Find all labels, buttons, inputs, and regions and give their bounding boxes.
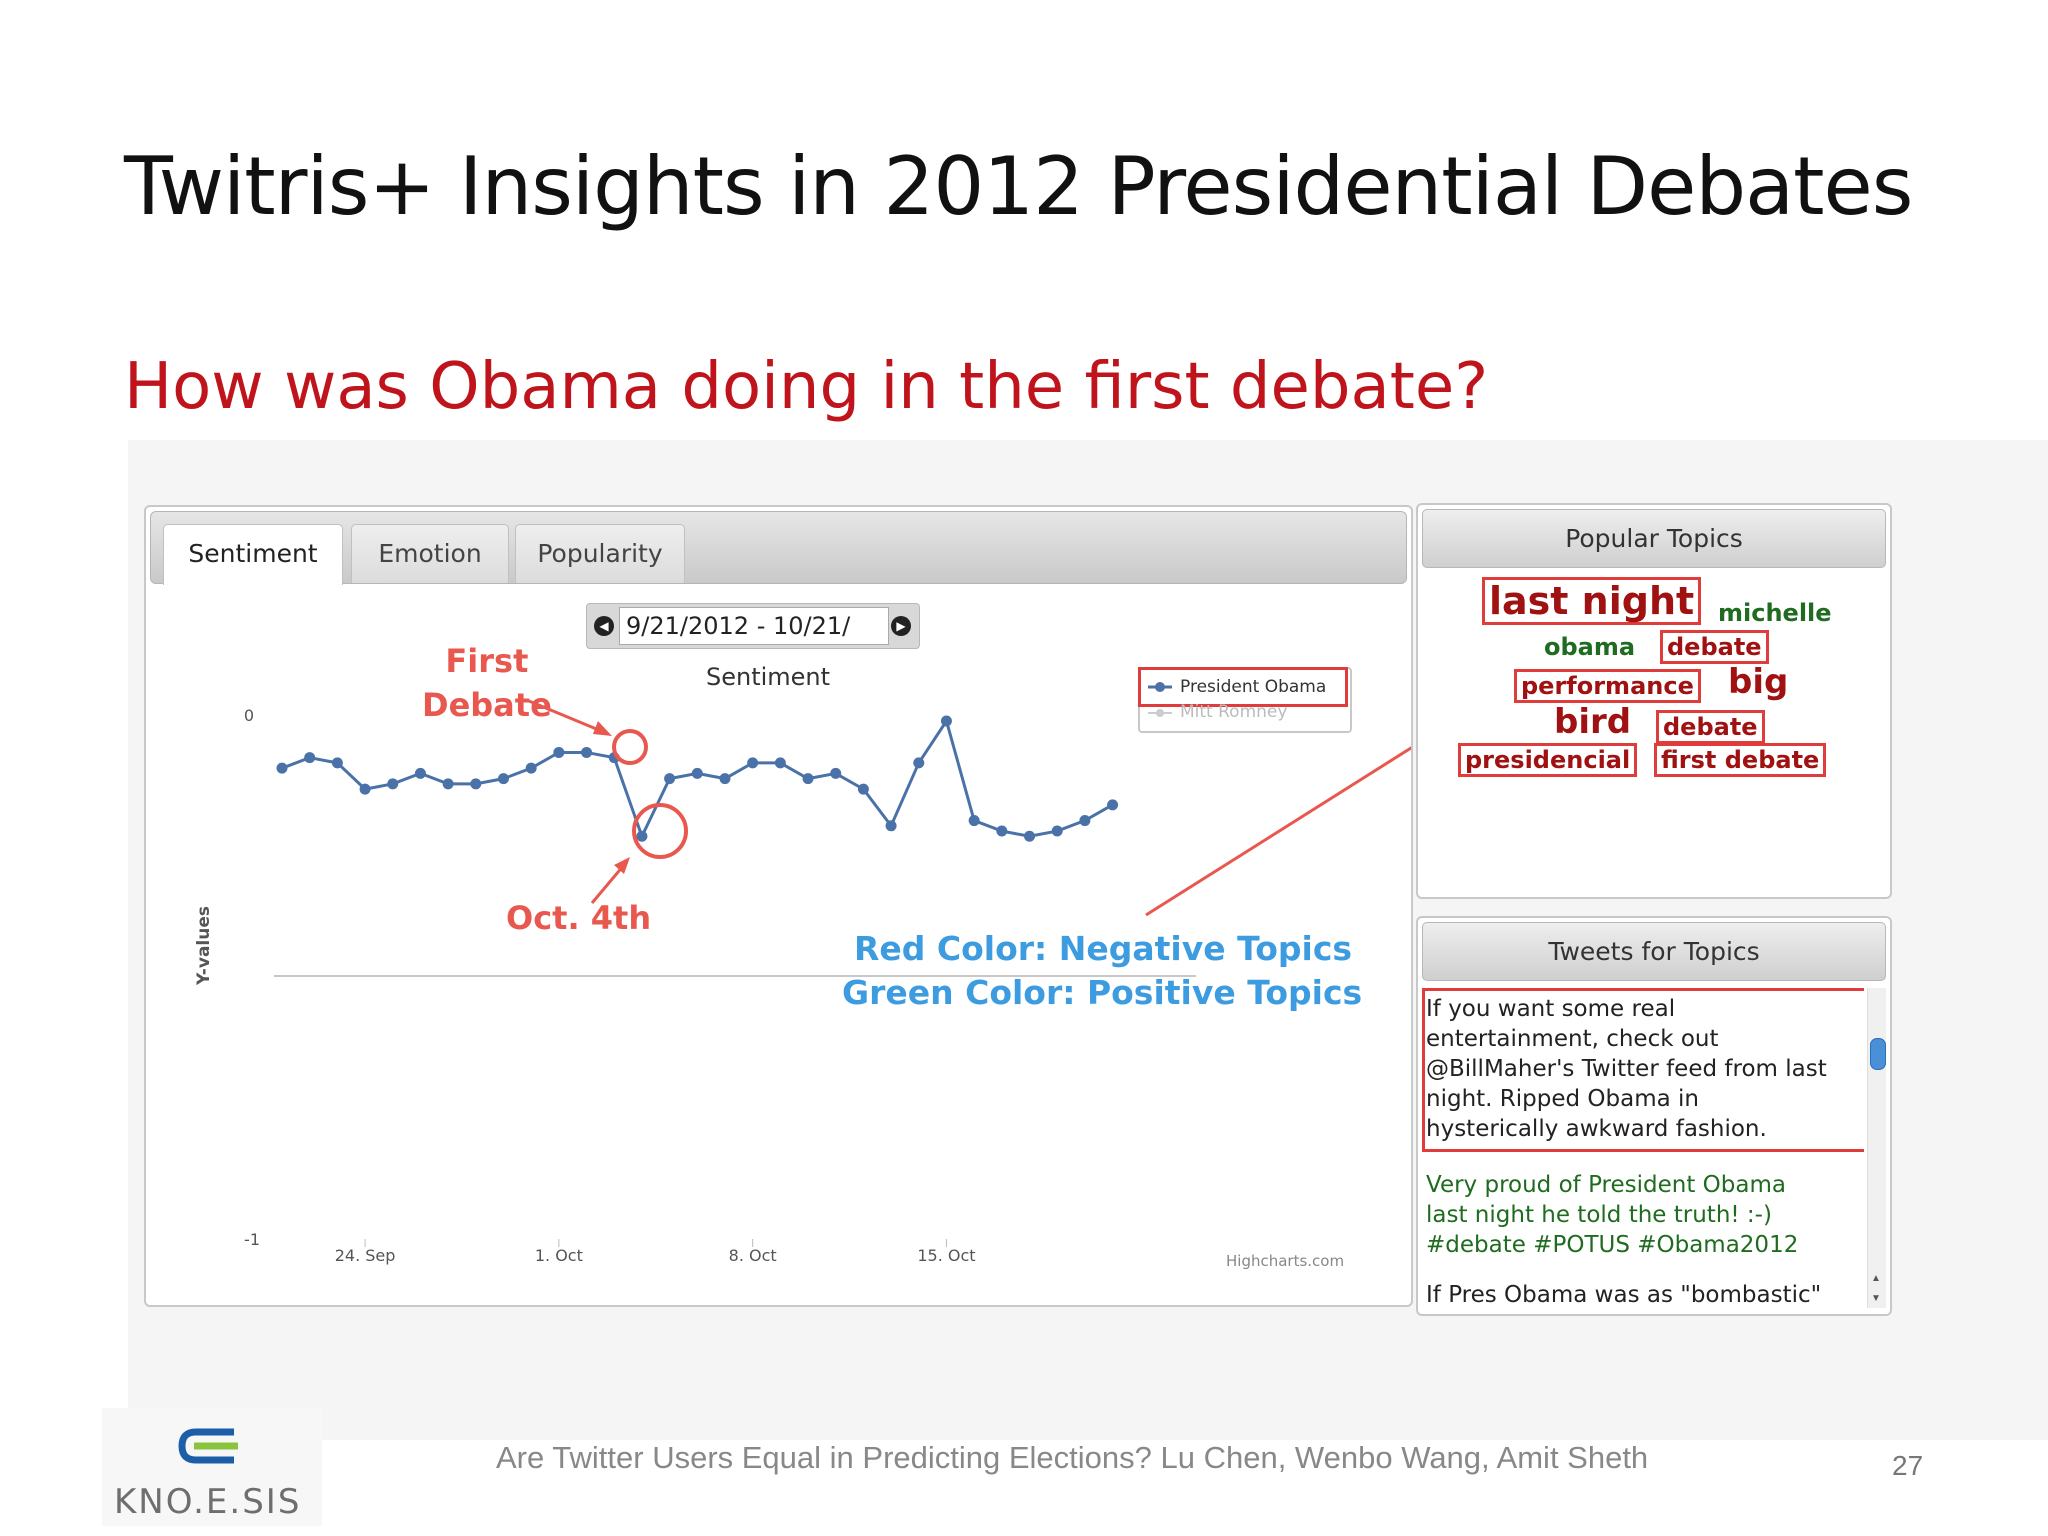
data-point <box>553 746 565 758</box>
data-point <box>636 830 648 842</box>
topic-last-night[interactable]: last night <box>1482 577 1702 625</box>
tweet-item[interactable]: If you want some real entertainment, che… <box>1426 996 1827 1142</box>
data-point <box>497 773 509 785</box>
topic-performance[interactable]: performance <box>1514 669 1701 703</box>
tweet-item[interactable]: Very proud of President Obama last night… <box>1426 1172 1799 1258</box>
tab-emotion[interactable]: Emotion <box>351 524 509 583</box>
date-range-navigator: ◀ 9/21/2012 - 10/21/ ▶ <box>586 603 920 649</box>
tweet-list[interactable]: If you want some real entertainment, che… <box>1422 988 1864 1310</box>
footer-citation: Are Twitter Users Equal in Predicting El… <box>496 1440 1649 1475</box>
x-tick-label: 8. Oct <box>729 1246 777 1265</box>
popular-topics-header: Popular Topics <box>1422 509 1886 568</box>
data-point <box>525 762 537 774</box>
highcharts-credit[interactable]: Highcharts.com <box>1226 1252 1345 1270</box>
scrollbar-thumb[interactable] <box>1870 1038 1886 1070</box>
y-tick-label: 0 <box>244 706 254 725</box>
data-point <box>885 820 897 832</box>
data-point <box>359 783 371 795</box>
next-arrow-icon[interactable]: ▶ <box>891 616 911 636</box>
oct4-arrowhead <box>614 857 630 874</box>
data-point <box>387 778 399 790</box>
data-point <box>1051 825 1063 837</box>
slide-subtitle: How was Obama doing in the first debate? <box>124 350 1489 424</box>
data-point <box>691 767 703 779</box>
topic-debate-2[interactable]: debate <box>1656 710 1765 744</box>
topic-obama[interactable]: obama <box>1544 633 1636 661</box>
data-point <box>442 778 454 790</box>
tab-sentiment[interactable]: Sentiment <box>163 524 343 585</box>
legend-item-president-obama[interactable]: President Obama <box>1180 677 1327 697</box>
topics-arrow <box>1145 746 1411 917</box>
negative-topics-note: Red Color: Negative Topics <box>854 929 1353 968</box>
tab-bar: Sentiment Emotion Popularity <box>150 511 1407 585</box>
knoesis-logo-text: KNO.E.SIS <box>114 1482 302 1522</box>
date-range-input[interactable]: 9/21/2012 - 10/21/ <box>619 607 889 645</box>
legend-markers <box>1148 682 1172 717</box>
slide-title: Twitris+ Insights in 2012 Presidential D… <box>124 140 1913 233</box>
previous-arrow-icon[interactable]: ◀ <box>594 616 614 636</box>
x-tick-label: 1. Oct <box>535 1246 583 1265</box>
data-point <box>331 757 343 769</box>
tweet-scrollbar[interactable]: ▲ ▼ <box>1867 988 1886 1308</box>
data-point <box>1107 799 1119 811</box>
data-point <box>913 757 925 769</box>
data-point <box>747 757 759 769</box>
oct4-annotation: Oct. 4th <box>506 899 652 937</box>
topic-bird[interactable]: bird <box>1554 702 1632 742</box>
chart-legend: President Obama Mitt Romney <box>1138 667 1352 733</box>
knoesis-logo: KNO.E.SIS <box>102 1408 322 1526</box>
legend-highlight-box <box>1138 667 1348 707</box>
scroll-down-icon[interactable]: ▼ <box>1871 1293 1881 1304</box>
data-point <box>996 825 1008 837</box>
scroll-up-icon[interactable]: ▲ <box>1871 1273 1881 1284</box>
legend-item-mitt-romney[interactable]: Mitt Romney <box>1180 702 1288 722</box>
x-tick-label: 24. Sep <box>335 1246 396 1265</box>
data-point <box>968 815 980 827</box>
topic-debate[interactable]: debate <box>1660 630 1769 664</box>
positive-topics-note: Green Color: Positive Topics <box>842 973 1363 1012</box>
first-debate-annotation: First Debate <box>422 639 552 727</box>
tab-popularity[interactable]: Popularity <box>515 524 685 583</box>
data-point <box>719 773 731 785</box>
x-tick-label: 15. Oct <box>917 1246 975 1265</box>
data-point <box>802 773 814 785</box>
topic-presidencial[interactable]: presidencial <box>1458 743 1638 777</box>
tweet-item[interactable]: If Pres Obama was as "bombastic" <box>1426 1282 1822 1308</box>
topic-first-debate[interactable]: first debate <box>1654 743 1827 777</box>
data-point <box>664 773 676 785</box>
data-point <box>304 752 316 764</box>
first-debate-annotation-line1: First <box>445 642 529 680</box>
topic-michelle[interactable]: michelle <box>1718 599 1832 627</box>
tweets-for-topics-panel: Tweets for Topics If you want some real … <box>1416 916 1892 1316</box>
data-point <box>830 767 842 779</box>
data-point <box>1079 815 1091 827</box>
first-debate-highlight-circle <box>612 729 648 765</box>
popular-topics-panel: Popular Topics last night michelle obama… <box>1416 503 1892 899</box>
data-point <box>774 757 786 769</box>
data-point <box>940 715 952 727</box>
y-tick-label: -1 <box>244 1230 260 1249</box>
first-debate-arrow <box>528 699 607 735</box>
data-point <box>414 767 426 779</box>
data-point <box>581 746 593 758</box>
data-point <box>857 783 869 795</box>
page-number: 27 <box>1892 1450 1924 1481</box>
data-point <box>276 762 288 774</box>
topic-big[interactable]: big <box>1728 662 1789 702</box>
chart-title: Sentiment <box>706 663 831 691</box>
first-debate-annotation-line2: Debate <box>422 686 552 724</box>
tweet-highlight-box <box>1422 988 1864 1152</box>
tweets-panel-header: Tweets for Topics <box>1422 922 1886 981</box>
y-axis-title: Y-values <box>194 906 214 985</box>
data-point <box>470 778 482 790</box>
sentiment-chart: 0 -1 24. Sep 1. Oct 8. Oct 15. Oct <box>244 699 1411 1265</box>
first-debate-arrowhead <box>593 721 612 736</box>
oct4-highlight-circle <box>632 803 688 859</box>
oct4-arrow <box>590 864 626 904</box>
data-point <box>1024 830 1036 842</box>
chart-panel: Sentiment Emotion Popularity ◀ 9/21/2012… <box>144 505 1413 1307</box>
knoesis-logo-mark <box>178 1428 238 1464</box>
